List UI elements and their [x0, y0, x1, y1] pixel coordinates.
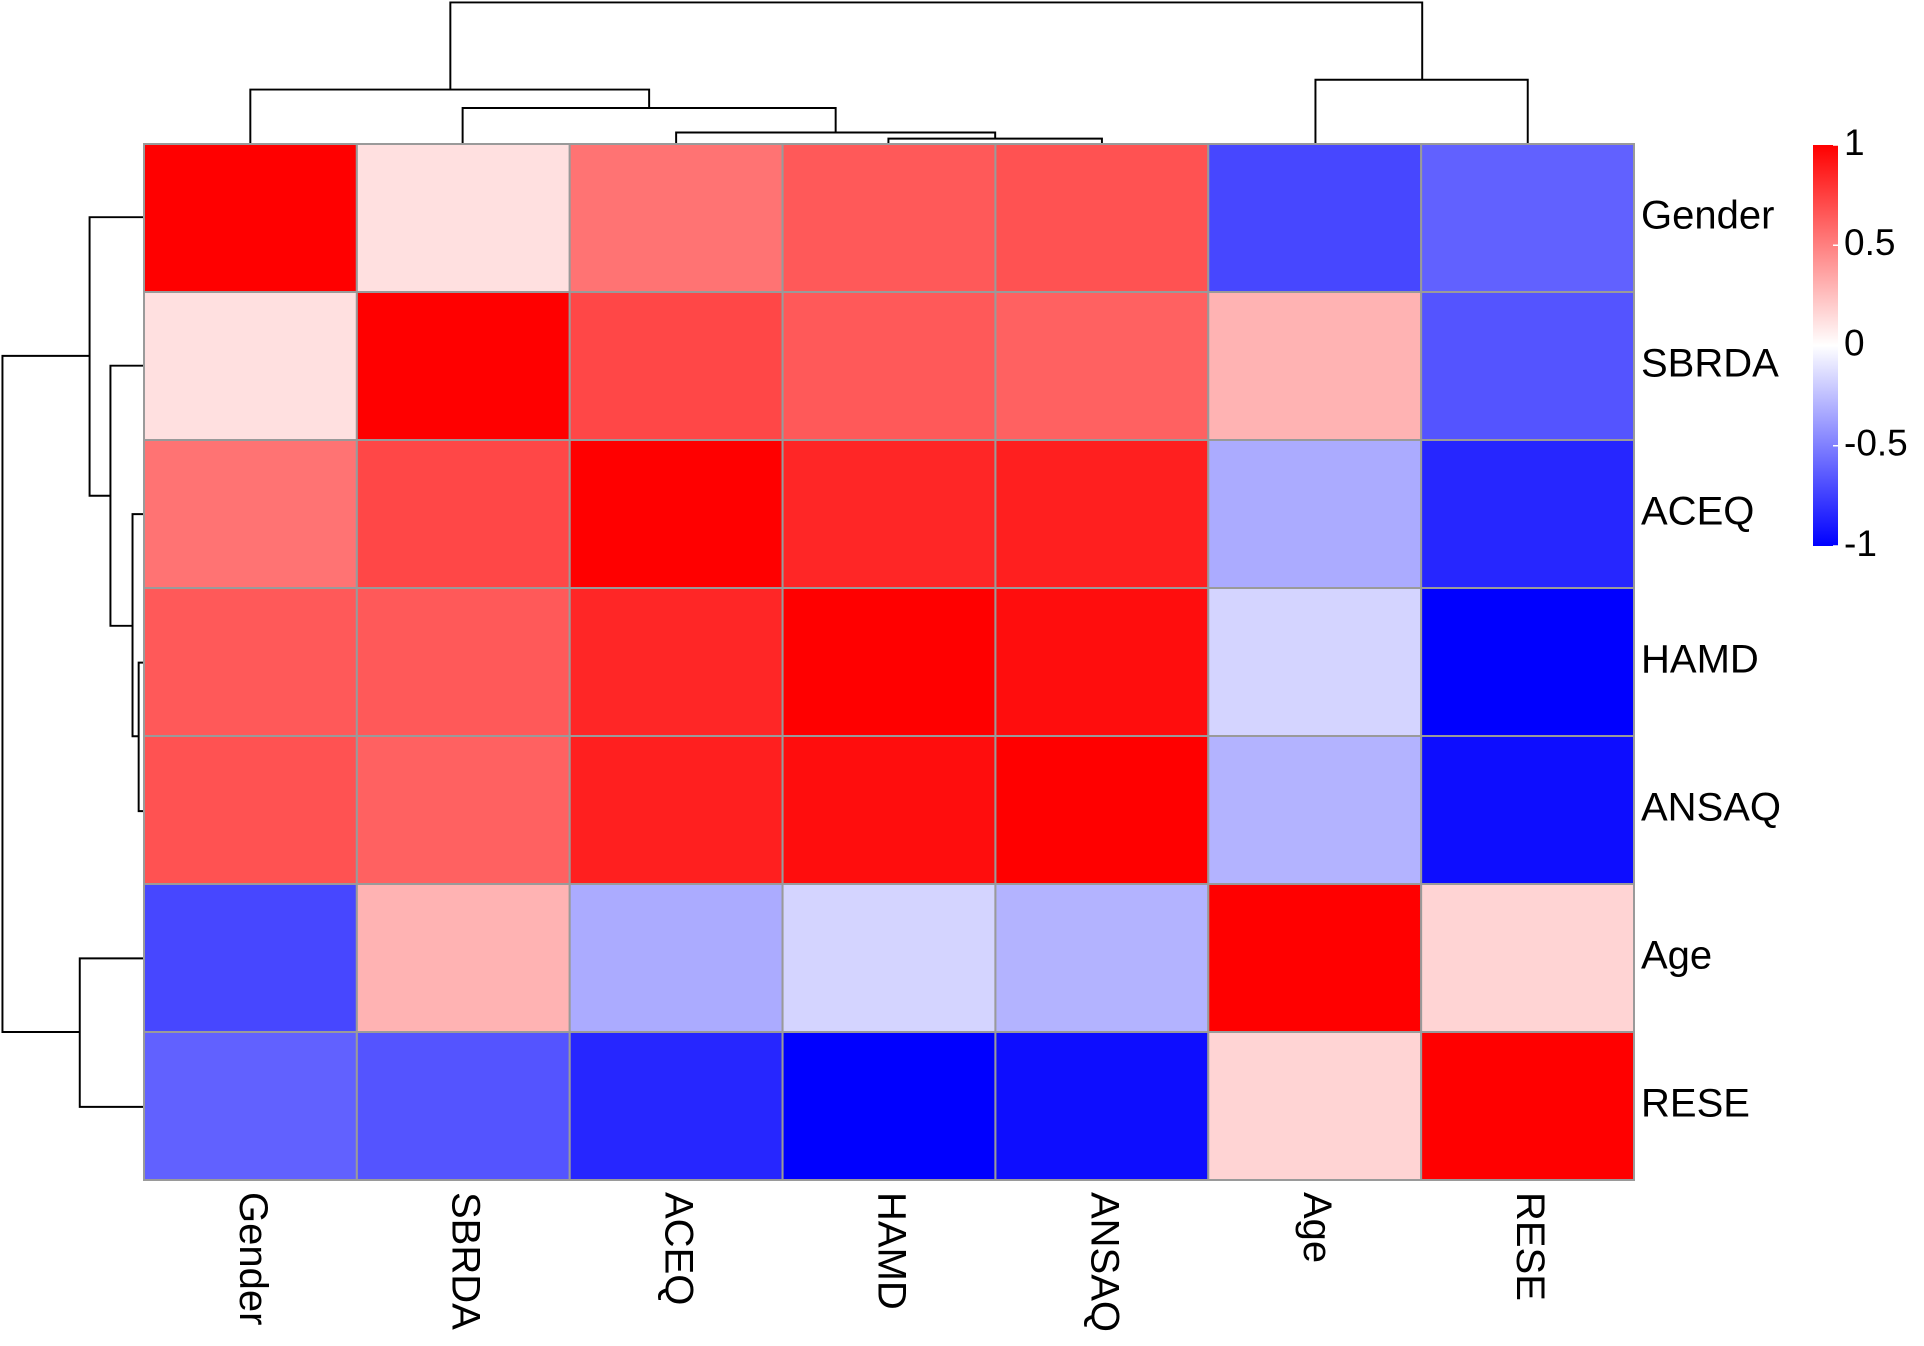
heatmap-cell: [781, 587, 997, 737]
heatmap-cell: [355, 143, 571, 293]
column-label: Gender: [231, 1192, 275, 1325]
dendro-branch: [137, 661, 144, 813]
heatmap-cell: [355, 439, 571, 589]
labels: Gender SBRDA ACEQ HAMD ANSAQ Age RESE Gender SBR…: [231, 194, 1781, 1332]
column-label: RESE: [1508, 1192, 1552, 1301]
heatmap-cell: [1207, 883, 1423, 1033]
dendro-branch: [887, 137, 1103, 144]
heatmap-cell: [1207, 143, 1423, 293]
heatmap-cell: [568, 439, 784, 589]
row-label: Gender: [1641, 194, 1774, 238]
colorbar-tick-label: 0.5: [1844, 222, 1895, 263]
heatmap-cell: [568, 1031, 784, 1181]
heatmap-cell: [355, 735, 571, 885]
column-label: SBRDA: [444, 1192, 488, 1330]
dendro-branch: [88, 216, 144, 497]
heatmap-cell: [994, 439, 1210, 589]
colorbar-tick-label: 0: [1844, 322, 1865, 363]
heatmap-cell: [994, 883, 1210, 1033]
heatmap-cell: [1420, 883, 1635, 1033]
heatmap-cell: [781, 439, 997, 589]
heatmap-cell: [568, 587, 784, 737]
heatmap-cell: [1420, 735, 1635, 885]
row-dendrogram: [1, 216, 144, 1108]
colorbar-tick-label: -1: [1844, 523, 1877, 564]
heatmap-cells: [143, 143, 1635, 1181]
heatmap-cell: [781, 735, 997, 885]
heatmap-cell: [568, 735, 784, 885]
heatmap-cell: [994, 1031, 1210, 1181]
heatmap-cell: [143, 735, 358, 885]
heatmap-cell: [355, 291, 571, 441]
heatmap-cell: [781, 1031, 997, 1181]
heatmap-cell: [568, 883, 784, 1033]
dendro-branch: [78, 957, 144, 1108]
column-dendrogram: [249, 1, 1529, 144]
heatmap-cell: [1420, 439, 1635, 589]
row-label: ACEQ: [1641, 490, 1754, 534]
heatmap-cell: [355, 883, 571, 1033]
heatmap-cell: [1207, 291, 1423, 441]
colorbar-tick-label: -0.5: [1844, 423, 1908, 464]
heatmap-cell: [568, 291, 784, 441]
row-label: RESE: [1641, 1082, 1750, 1126]
heatmap-cell: [994, 735, 1210, 885]
heatmap-cell: [781, 883, 997, 1033]
heatmap-cell: [355, 587, 571, 737]
column-label: ACEQ: [657, 1192, 701, 1305]
heatmap-cell: [1207, 439, 1423, 589]
row-label: HAMD: [1641, 638, 1759, 682]
heatmap-cell: [1207, 1031, 1423, 1181]
heatmap-cell: [355, 1031, 571, 1181]
heatmap-cell: [143, 439, 358, 589]
colorbar: 1 0.5 0 -0.5 -1: [1813, 122, 1908, 564]
heatmap-cell: [994, 587, 1210, 737]
heatmap-cell: [143, 587, 358, 737]
row-label: Age: [1641, 934, 1712, 978]
dendro-branch: [461, 107, 837, 144]
heatmap-cell: [1420, 587, 1635, 737]
column-label: ANSAQ: [1082, 1192, 1126, 1332]
row-label: ANSAQ: [1641, 786, 1781, 830]
heatmap-cell: [143, 143, 358, 293]
heatmap-cell: [1207, 735, 1423, 885]
column-label: Age: [1295, 1192, 1339, 1263]
heatmap-cell: [994, 143, 1210, 293]
dendro-branch: [1, 354, 90, 1033]
row-label: SBRDA: [1641, 342, 1779, 386]
heatmap-cell: [1207, 587, 1423, 737]
heatmap-cell: [568, 143, 784, 293]
colorbar-tick-label: 1: [1844, 122, 1865, 163]
heatmap-cell: [143, 291, 358, 441]
heatmap-cell: [1420, 291, 1635, 441]
heatmap-cell: [781, 143, 997, 293]
heatmap-cell: [143, 883, 358, 1033]
column-label: HAMD: [869, 1192, 913, 1310]
heatmap-cell: [143, 1031, 358, 1181]
heatmap-cell: [994, 291, 1210, 441]
heatmap-cell: [1420, 143, 1635, 293]
heatmap-cell: [1420, 1031, 1635, 1181]
dendro-branch: [109, 364, 144, 627]
heatmap-cell: [781, 291, 997, 441]
dendro-branch: [249, 88, 651, 144]
dendro-branch: [449, 1, 1424, 90]
dendro-branch: [1314, 78, 1529, 144]
